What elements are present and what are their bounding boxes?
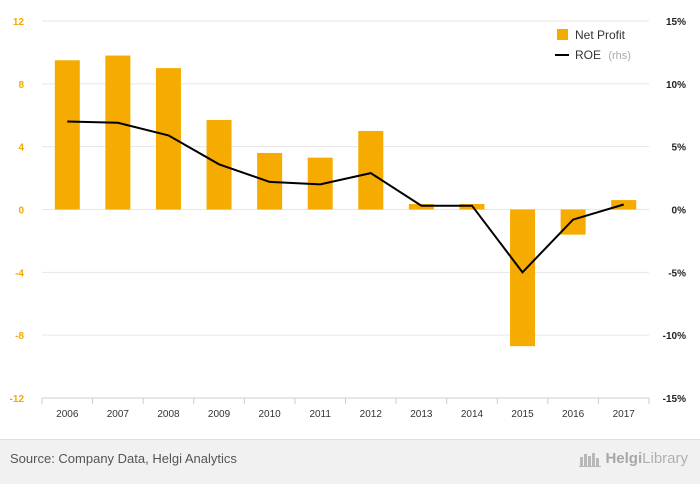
legend-swatch-net-profit — [557, 29, 568, 40]
brand-main: Helgi — [605, 450, 643, 467]
roe-line — [67, 120, 624, 274]
legend-roe-name: ROE — [575, 48, 601, 62]
source-text: Source: Company Data, Helgi Analytics — [10, 451, 237, 466]
left-tick-label: -4 — [15, 268, 24, 279]
x-tick-label: 2017 — [613, 409, 636, 420]
x-tick-label: 2014 — [461, 409, 484, 420]
right-tick-label: 5% — [672, 143, 687, 154]
brand-name: HelgiLibrary — [605, 450, 688, 467]
x-tick-label: 2009 — [208, 409, 231, 420]
right-tick-label: -5% — [668, 268, 686, 279]
footer: Source: Company Data, Helgi Analytics He… — [0, 439, 700, 484]
right-tick-label: 10% — [666, 80, 686, 91]
net-profit-bars — [54, 55, 637, 347]
x-tick-label: 2006 — [56, 409, 79, 420]
left-axis-ticks: 12 8 4 0 -4 -8 -12 — [10, 17, 25, 405]
x-tick-label: 2007 — [107, 409, 130, 420]
x-tick-label: 2010 — [259, 409, 282, 420]
left-tick-label: 8 — [18, 80, 24, 91]
brand-sub: Library — [642, 450, 688, 467]
left-tick-label: 12 — [13, 17, 25, 28]
right-tick-label: 0% — [672, 206, 687, 217]
library-icon — [579, 452, 602, 467]
x-tick-label: 2013 — [410, 409, 433, 420]
legend-label-net-profit: Net Profit — [575, 28, 626, 42]
bar-2016 — [560, 209, 586, 235]
bar-2013 — [408, 204, 434, 210]
bar-2007 — [105, 55, 131, 210]
brand-logo: HelgiLibrary — [579, 450, 688, 467]
right-tick-label: -15% — [663, 394, 686, 405]
left-tick-label: -8 — [15, 331, 24, 342]
x-tick-label: 2015 — [511, 409, 534, 420]
bar-2015 — [510, 209, 536, 347]
left-tick-label: 4 — [18, 143, 24, 154]
bar-2012 — [358, 130, 384, 210]
bar-2006 — [54, 60, 80, 210]
legend: Net Profit ROE (rhs) — [555, 28, 631, 62]
x-tick-label: 2008 — [157, 409, 180, 420]
legend-roe-suffix: (rhs) — [608, 50, 631, 62]
legend-label-roe: ROE (rhs) — [575, 48, 631, 62]
right-tick-label: 15% — [666, 17, 686, 28]
right-tick-label: -10% — [663, 331, 686, 342]
left-tick-label: 0 — [18, 206, 24, 217]
bar-2008 — [155, 68, 181, 210]
x-tick-label: 2016 — [562, 409, 585, 420]
gridlines — [41, 20, 650, 404]
x-axis-ticks: 2006 2007 2008 2009 2010 2011 2012 2013 2014 2015… — [56, 409, 635, 420]
left-tick-label: -12 — [10, 394, 25, 405]
right-axis-ticks: 15% 10% 5% 0% -5% -10% -15% — [663, 17, 686, 405]
x-tick-label: 2012 — [360, 409, 383, 420]
x-tick-label: 2011 — [309, 409, 331, 420]
